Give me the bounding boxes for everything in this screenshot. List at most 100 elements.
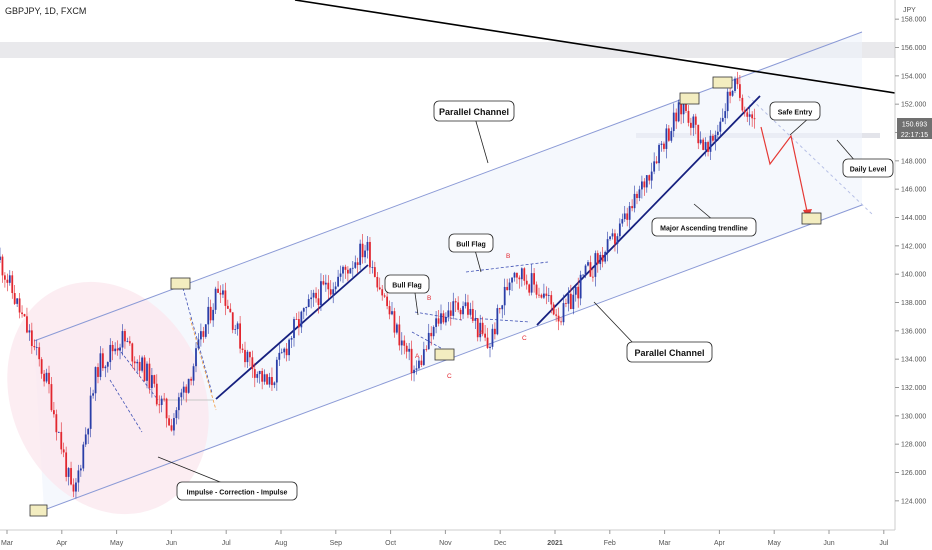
candle-body <box>731 90 734 96</box>
candle-body <box>84 434 87 445</box>
callout-parallel-channel-bottom[interactable]: Parallel Channel <box>626 341 713 363</box>
candle-body <box>638 189 641 199</box>
candle-body <box>410 348 413 374</box>
candle-body <box>307 299 310 308</box>
callout-daily-level[interactable]: Daily Level <box>842 158 894 178</box>
price-tick-label: 154.000 <box>901 73 926 80</box>
candle-body <box>459 309 462 315</box>
candle-body <box>72 484 75 492</box>
callout-impulse[interactable]: Impulse - Correction - Impulse <box>176 481 298 501</box>
candle-body <box>322 281 325 285</box>
callout-bull-flag-1[interactable]: Bull Flag <box>384 274 430 294</box>
candle-body <box>523 268 526 281</box>
candle-body <box>592 276 594 278</box>
candle-body <box>79 468 82 471</box>
candle-body <box>633 193 636 209</box>
candle-body <box>449 310 452 316</box>
candle-body <box>704 142 707 150</box>
candle-body <box>672 112 675 132</box>
price-tick-label: 156.000 <box>901 45 926 52</box>
candle-body <box>310 297 313 300</box>
candle-body <box>371 267 374 268</box>
candle-body <box>65 452 68 477</box>
callout-label: Bull Flag <box>456 242 486 249</box>
candle-body <box>207 306 210 325</box>
candle-body <box>268 377 271 385</box>
trendline-summer[interactable] <box>215 264 369 400</box>
candle-body <box>0 256 1 260</box>
candle-body <box>40 359 43 374</box>
price-axis[interactable] <box>895 0 932 550</box>
candle-body <box>329 289 332 295</box>
candle-body <box>275 359 278 383</box>
last-price-value: 150.693 <box>902 122 927 129</box>
candle-body <box>667 128 670 141</box>
candle-body <box>543 293 545 298</box>
candle-body <box>75 482 77 492</box>
candle-body <box>8 275 11 283</box>
candle-body <box>655 161 658 164</box>
candle-body <box>295 319 298 320</box>
callout-label: Parallel Channel <box>439 107 509 117</box>
candle-body <box>408 348 411 352</box>
candle-body <box>535 284 538 295</box>
candle-body <box>440 313 442 324</box>
candle-body <box>682 102 685 115</box>
candle-body <box>474 318 477 321</box>
candle-body <box>114 348 117 352</box>
candle-body <box>716 131 719 135</box>
candle-body <box>266 374 268 385</box>
price-tick-label: 130.000 <box>901 413 926 420</box>
candle-body <box>386 296 388 307</box>
callout-major-trendline[interactable]: Major Ascending trendline <box>651 217 757 237</box>
candle-body <box>513 272 516 278</box>
candle-body <box>746 112 749 117</box>
candle-body <box>498 308 501 310</box>
candle-body <box>530 273 533 293</box>
candle-body <box>721 117 724 122</box>
candle-body <box>141 357 143 371</box>
time-tick-label: Mar <box>659 540 672 547</box>
candle-body <box>175 410 178 419</box>
candle-body <box>555 314 558 316</box>
candle-body <box>217 288 219 293</box>
callout-safe-entry[interactable]: Safe Entry <box>769 101 821 121</box>
candle-body <box>342 266 344 274</box>
candle-body <box>702 139 705 150</box>
time-axis-ticks: Mar Apr May Jun Jul Aug Sep Oct Nov Dec 2021 Feb Mar… <box>1 530 889 547</box>
candle-body <box>67 468 70 477</box>
major-ascending-trendline[interactable] <box>536 95 761 326</box>
candle-body <box>55 414 58 433</box>
candle-body <box>246 351 249 363</box>
candle-body <box>540 294 543 298</box>
candle-body <box>77 470 80 483</box>
candle-body <box>62 449 65 453</box>
candle-body <box>234 329 237 330</box>
candle-body <box>6 279 9 283</box>
descending-resistance-line[interactable] <box>294 0 896 94</box>
candle-body <box>631 206 633 209</box>
candle-body <box>398 324 401 346</box>
candle-body <box>736 78 739 85</box>
candle-body <box>393 311 396 333</box>
price-tick-label: 148.000 <box>901 158 926 165</box>
candle-body <box>670 131 673 141</box>
wave-label-a: A <box>479 330 484 337</box>
candle-body <box>53 410 55 415</box>
time-tick-label: Jun <box>823 540 834 547</box>
callout-parallel-channel-top[interactable]: Parallel Channel <box>433 100 515 122</box>
candle-body <box>332 289 335 295</box>
candle-body <box>126 341 129 342</box>
candle-body <box>604 251 607 262</box>
candle-body <box>486 337 489 348</box>
candle-body <box>467 302 469 315</box>
price-tick-label: 132.000 <box>901 385 926 392</box>
candle-body <box>45 372 48 382</box>
candle-body <box>420 360 423 365</box>
callout-bull-flag-2[interactable]: Bull Flag <box>448 233 494 253</box>
correction-dash-orange <box>189 317 217 411</box>
candle-body <box>729 91 731 96</box>
candle-body <box>28 330 31 333</box>
candle-body <box>280 352 283 354</box>
